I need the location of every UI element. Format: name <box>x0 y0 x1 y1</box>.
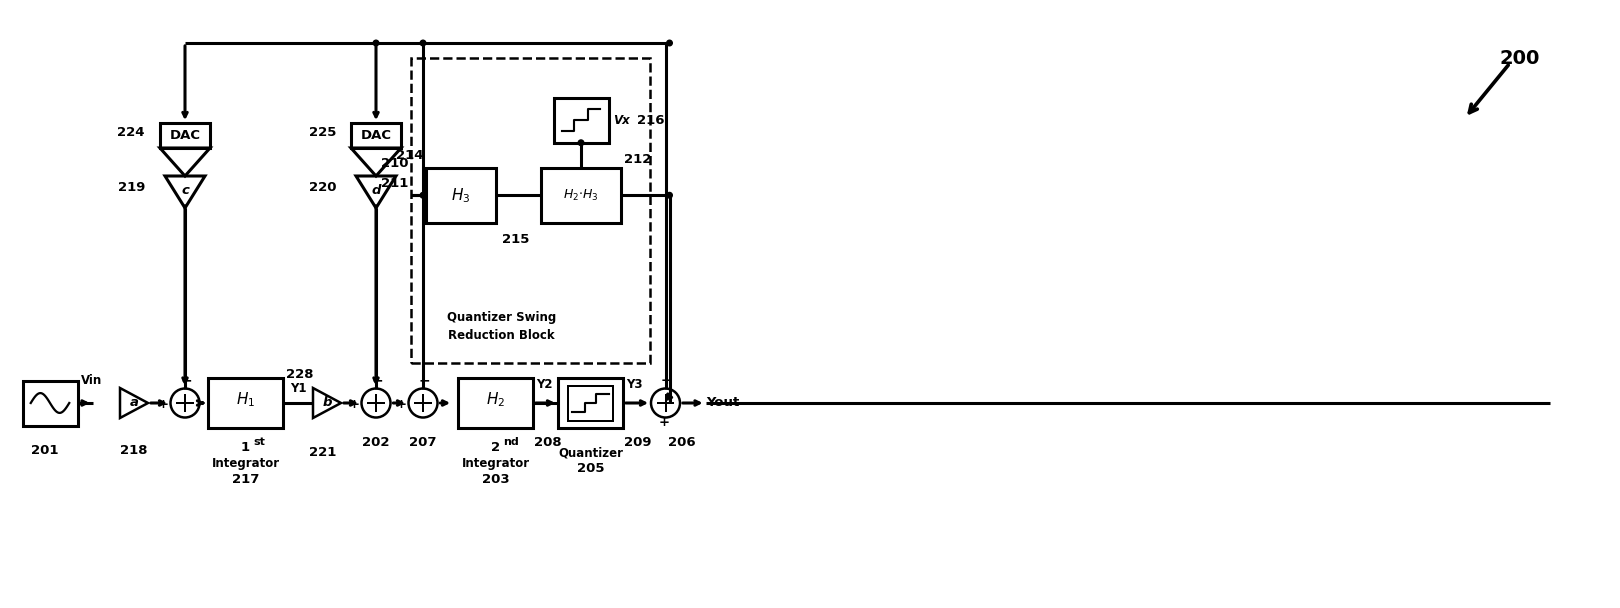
Text: 215: 215 <box>502 233 530 246</box>
Text: 206: 206 <box>667 435 695 449</box>
Text: 1: 1 <box>241 441 249 454</box>
Bar <box>557 378 624 428</box>
Text: DAC: DAC <box>361 129 392 142</box>
Text: 212: 212 <box>624 153 651 166</box>
Text: $H_2$: $H_2$ <box>486 391 505 409</box>
Text: +: + <box>348 398 360 410</box>
Text: −: − <box>180 373 191 387</box>
Text: $H_3$: $H_3$ <box>452 186 471 205</box>
Text: b: b <box>322 396 332 410</box>
Text: 228: 228 <box>287 368 314 381</box>
Text: Quantizer Swing: Quantizer Swing <box>447 311 556 325</box>
Text: 217: 217 <box>232 473 259 486</box>
Text: 221: 221 <box>309 446 337 459</box>
Bar <box>207 378 284 428</box>
Text: 203: 203 <box>481 473 509 486</box>
Text: $H_2{\cdot}H_3$: $H_2{\cdot}H_3$ <box>564 188 599 203</box>
Text: 208: 208 <box>535 435 562 449</box>
Bar <box>458 378 533 428</box>
Text: nd: nd <box>504 437 520 447</box>
Text: $H_1$: $H_1$ <box>237 391 254 409</box>
Circle shape <box>667 40 672 46</box>
Text: 201: 201 <box>31 443 58 457</box>
Text: −: − <box>418 373 429 387</box>
Text: 225: 225 <box>309 126 335 139</box>
Text: 218: 218 <box>120 443 147 457</box>
Text: 2: 2 <box>491 441 501 454</box>
Bar <box>160 123 211 148</box>
Text: 205: 205 <box>577 462 604 475</box>
Bar <box>567 385 614 421</box>
Text: 220: 220 <box>308 182 335 195</box>
Text: 200: 200 <box>1500 49 1541 67</box>
Text: +: + <box>395 398 407 410</box>
Bar <box>411 58 650 363</box>
Text: Vin: Vin <box>81 375 102 387</box>
Text: Y1: Y1 <box>290 381 306 395</box>
Circle shape <box>667 193 672 198</box>
Text: +: + <box>659 416 671 429</box>
Text: 202: 202 <box>363 435 390 449</box>
Text: Vx: Vx <box>614 114 630 126</box>
Text: 209: 209 <box>624 435 651 449</box>
Text: 211: 211 <box>381 178 408 190</box>
Circle shape <box>373 40 379 46</box>
Text: Quantizer: Quantizer <box>557 446 624 459</box>
Text: st: st <box>253 437 266 447</box>
Text: d: d <box>371 184 381 197</box>
Text: +: + <box>159 398 168 410</box>
Text: −: − <box>371 373 382 387</box>
Text: 210: 210 <box>381 157 408 170</box>
Text: Y3: Y3 <box>625 379 643 392</box>
Text: Reduction Block: Reduction Block <box>449 330 556 342</box>
Circle shape <box>578 140 583 145</box>
Bar <box>554 98 609 143</box>
Text: Integrator: Integrator <box>212 457 280 470</box>
Bar <box>352 123 402 148</box>
Text: Integrator: Integrator <box>462 457 530 470</box>
Text: 207: 207 <box>410 435 437 449</box>
Text: 216: 216 <box>637 114 664 126</box>
Text: c: c <box>181 184 190 197</box>
Text: DAC: DAC <box>170 129 201 142</box>
Circle shape <box>420 40 426 46</box>
Bar <box>426 168 496 223</box>
Text: Yout: Yout <box>706 396 740 410</box>
Bar <box>23 381 78 426</box>
Circle shape <box>420 193 426 198</box>
Text: Y2: Y2 <box>536 379 552 392</box>
Text: 219: 219 <box>118 182 146 195</box>
Text: +: + <box>661 375 672 387</box>
Bar <box>541 168 620 223</box>
Text: 224: 224 <box>118 126 146 139</box>
Text: a: a <box>130 396 138 410</box>
Text: 214: 214 <box>395 149 423 162</box>
